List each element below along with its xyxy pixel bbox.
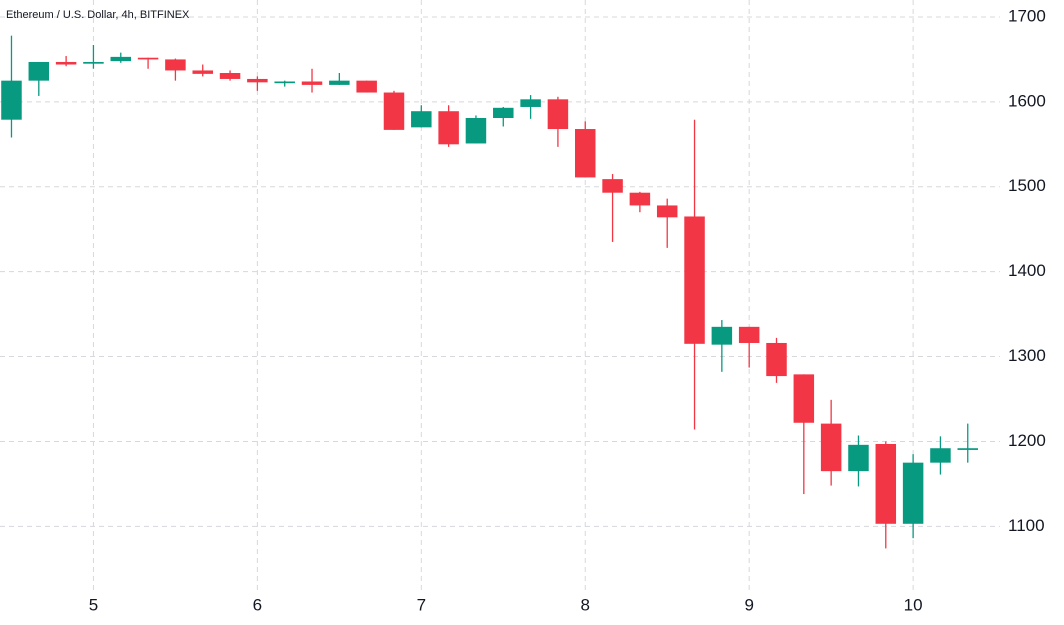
x-tick-label: 10 [904, 595, 923, 614]
candle-body [493, 107, 514, 118]
x-tick-label: 6 [253, 595, 262, 614]
y-tick-label: 1500 [1008, 176, 1046, 195]
candle-body [848, 444, 869, 472]
x-tick-label: 9 [744, 595, 753, 614]
candle-body [356, 80, 377, 93]
y-tick-label: 1100 [1008, 516, 1045, 535]
candle-body [55, 61, 77, 65]
candle-body [656, 205, 678, 218]
candle-body [219, 73, 241, 79]
candle-body [766, 342, 787, 377]
x-tick-label: 5 [89, 595, 98, 614]
candle-body [465, 118, 487, 144]
candle-body [602, 179, 623, 193]
candle-body [574, 129, 596, 178]
candle-body [820, 423, 842, 472]
candle-body [520, 99, 541, 107]
y-tick-label: 1200 [1008, 431, 1046, 450]
y-tick-label: 1600 [1008, 91, 1046, 110]
candle-body [902, 462, 924, 524]
candle-body [684, 216, 705, 344]
x-tick-label: 7 [417, 595, 426, 614]
candle-body [738, 326, 760, 343]
candle-body [329, 80, 350, 85]
y-tick-label: 1700 [1008, 6, 1046, 25]
candle-body [165, 59, 186, 71]
candle-body [383, 92, 405, 130]
candle-body [247, 78, 268, 83]
candle-body [110, 56, 132, 62]
candle-body [28, 61, 50, 81]
y-tick-label: 1400 [1008, 261, 1046, 280]
candle-body [547, 99, 569, 130]
candle-body [438, 111, 459, 145]
candle-body [793, 374, 815, 423]
candle-body [957, 448, 979, 450]
candle-body [875, 443, 897, 524]
candle-body [83, 61, 104, 64]
candle-body [411, 111, 432, 128]
candle-body [930, 448, 951, 463]
candle-body [629, 192, 651, 206]
chart-title: Ethereum / U.S. Dollar, 4h, BITFINEX [6, 9, 190, 21]
y-tick-label: 1300 [1008, 346, 1046, 365]
candle-body [711, 326, 733, 345]
candle-body [1, 80, 22, 120]
x-tick-label: 8 [581, 595, 590, 614]
candle-body [192, 70, 213, 74]
candle-body [274, 81, 295, 84]
candle-body [137, 57, 159, 60]
candle-body [301, 81, 323, 85]
